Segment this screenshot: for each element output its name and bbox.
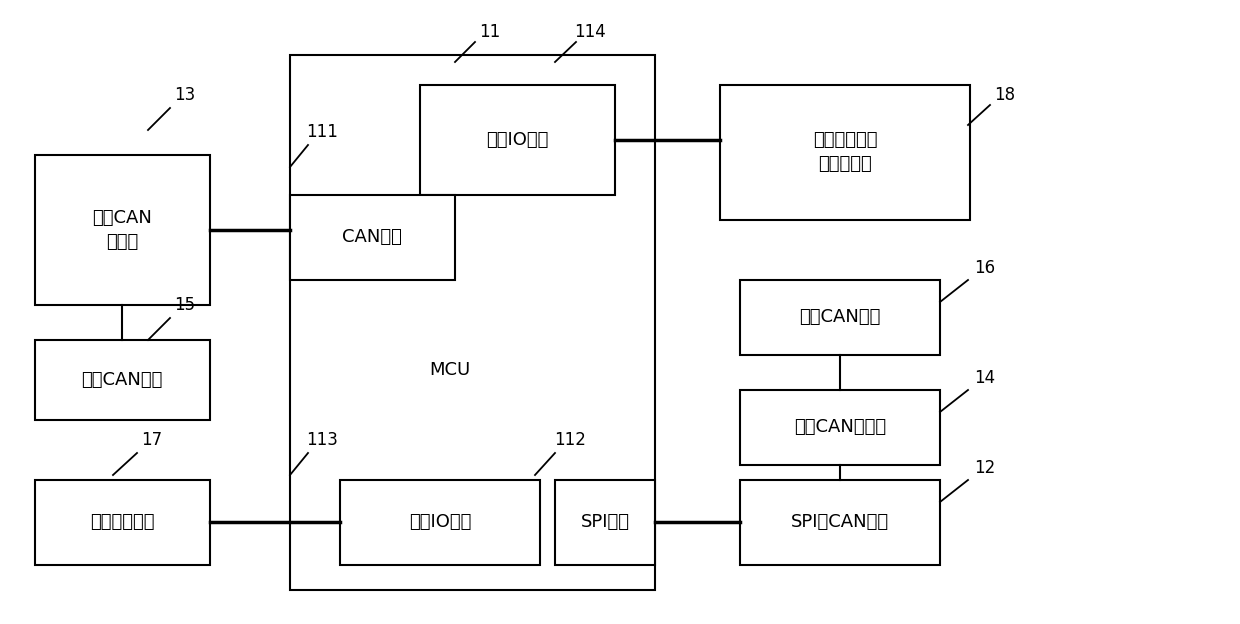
- Bar: [35, 480, 210, 565]
- Text: 第二CAN网段: 第二CAN网段: [800, 308, 880, 326]
- Bar: [340, 480, 539, 565]
- Bar: [740, 480, 940, 565]
- Text: 16: 16: [975, 259, 996, 277]
- Text: 15: 15: [175, 296, 196, 314]
- Text: 第一CAN
收发器: 第一CAN 收发器: [92, 209, 153, 251]
- Bar: [740, 280, 940, 355]
- Text: 113: 113: [306, 431, 339, 449]
- Text: SPI接口: SPI接口: [580, 513, 630, 531]
- Text: 第一IO接口: 第一IO接口: [409, 513, 471, 531]
- Bar: [420, 85, 615, 195]
- Text: 第一CAN网段: 第一CAN网段: [82, 371, 162, 389]
- Text: 12: 12: [975, 459, 996, 477]
- Text: 开关采集及诊
断回采电路: 开关采集及诊 断回采电路: [812, 131, 877, 173]
- Text: 第二IO接口: 第二IO接口: [486, 131, 548, 149]
- Text: 第二CAN收发器: 第二CAN收发器: [794, 418, 887, 436]
- Text: 114: 114: [574, 23, 606, 41]
- Bar: [290, 55, 655, 590]
- Bar: [35, 155, 210, 305]
- Text: 111: 111: [306, 123, 339, 141]
- Bar: [720, 85, 970, 220]
- Text: CAN接口: CAN接口: [342, 228, 402, 246]
- Bar: [556, 480, 655, 565]
- Bar: [35, 340, 210, 420]
- Text: 112: 112: [554, 431, 587, 449]
- Text: 14: 14: [975, 369, 996, 387]
- Text: SPI转CAN模块: SPI转CAN模块: [791, 513, 889, 531]
- Text: 13: 13: [175, 86, 196, 104]
- Text: 18: 18: [994, 86, 1016, 104]
- Text: 17: 17: [141, 431, 162, 449]
- Text: 负载驱动电路: 负载驱动电路: [89, 513, 154, 531]
- Bar: [290, 195, 455, 280]
- Text: MCU: MCU: [429, 361, 471, 379]
- Text: 11: 11: [480, 23, 501, 41]
- Bar: [740, 390, 940, 465]
